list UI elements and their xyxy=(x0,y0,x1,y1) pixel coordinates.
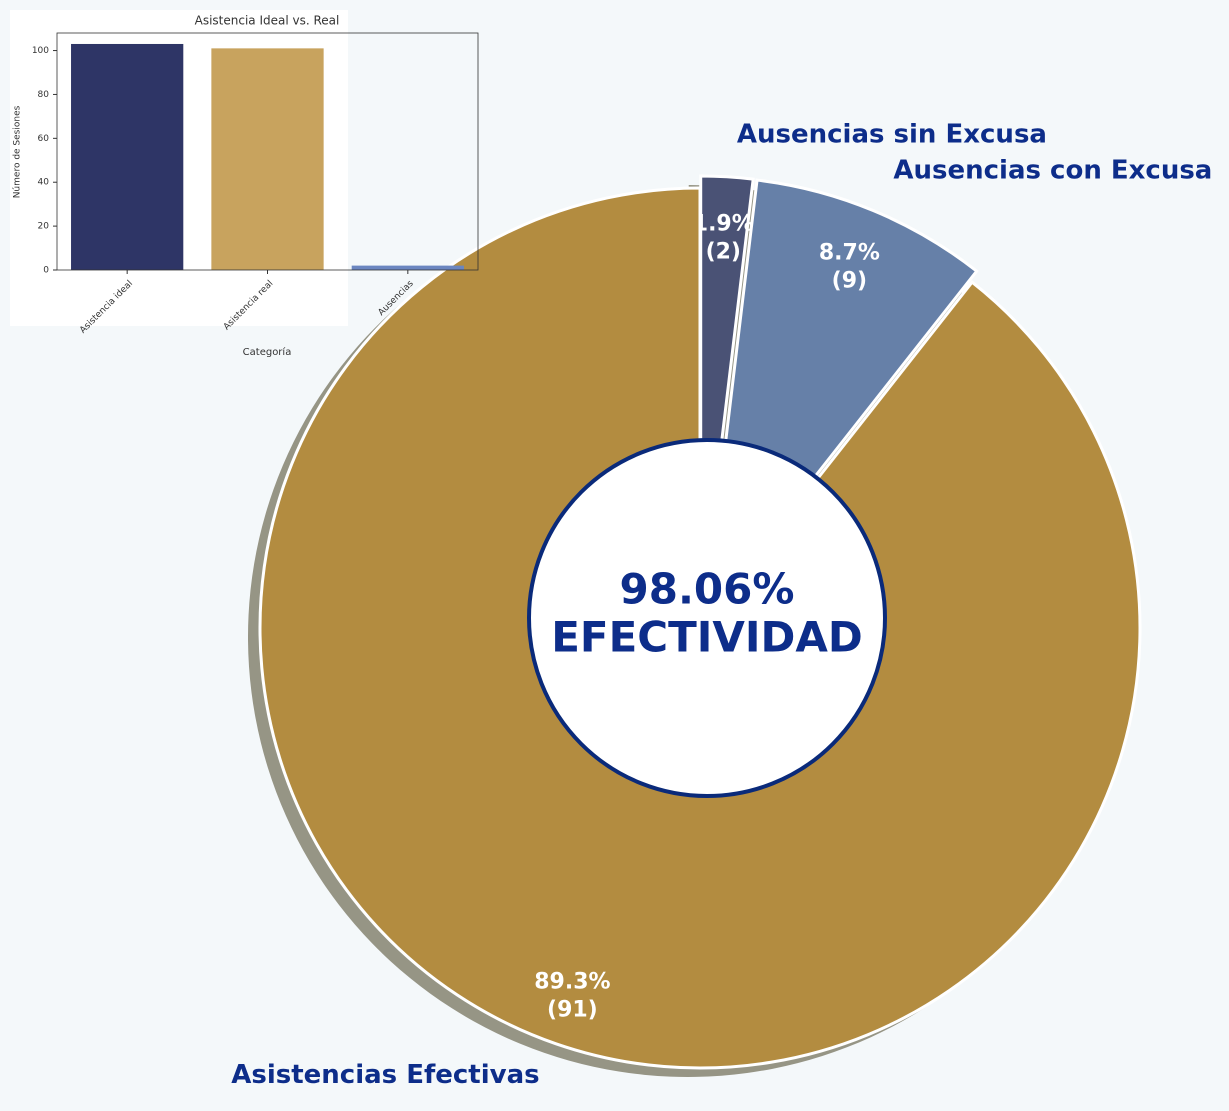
center-label: EFECTIVIDAD xyxy=(551,613,863,662)
value-label: 89.3% xyxy=(534,970,610,995)
axes-frame xyxy=(56,32,479,271)
bar xyxy=(211,48,324,270)
wedge xyxy=(258,186,1142,1070)
value-label: 8.7% xyxy=(819,241,880,266)
bar-chart: Asistencia Ideal vs. Real Número de Sesio… xyxy=(10,10,479,358)
y-axis-label: Número de Sesiones xyxy=(13,105,23,198)
y-tick-label: 100 xyxy=(32,46,49,56)
donut-hole xyxy=(527,438,887,798)
x-axis-label: Categoría xyxy=(243,346,292,358)
count-label: (2) xyxy=(706,240,741,265)
value-label: 1.9% xyxy=(693,212,754,237)
category-label: Ausencias sin Excusa xyxy=(737,119,1047,149)
y-tick-label: 60 xyxy=(38,134,50,144)
y-tick-label: 0 xyxy=(43,266,49,276)
category-label: Asistencias Efectivas xyxy=(231,1060,539,1090)
count-label: (9) xyxy=(832,269,867,294)
chart-title: Asistencia Ideal vs. Real xyxy=(195,14,340,28)
y-tick-label: 80 xyxy=(38,90,50,100)
category-label: Ausencias con Excusa xyxy=(893,155,1212,185)
count-label: (91) xyxy=(547,998,598,1023)
bar xyxy=(71,43,184,270)
y-tick-label: 40 xyxy=(38,178,50,188)
center-label: 98.06% xyxy=(620,565,795,614)
bar xyxy=(351,265,464,270)
y-tick-label: 20 xyxy=(38,222,50,232)
pie-chart: 1.9% (2) Ausencias sin Excusa 8.7% (9) Ausenc… xyxy=(231,119,1212,1089)
